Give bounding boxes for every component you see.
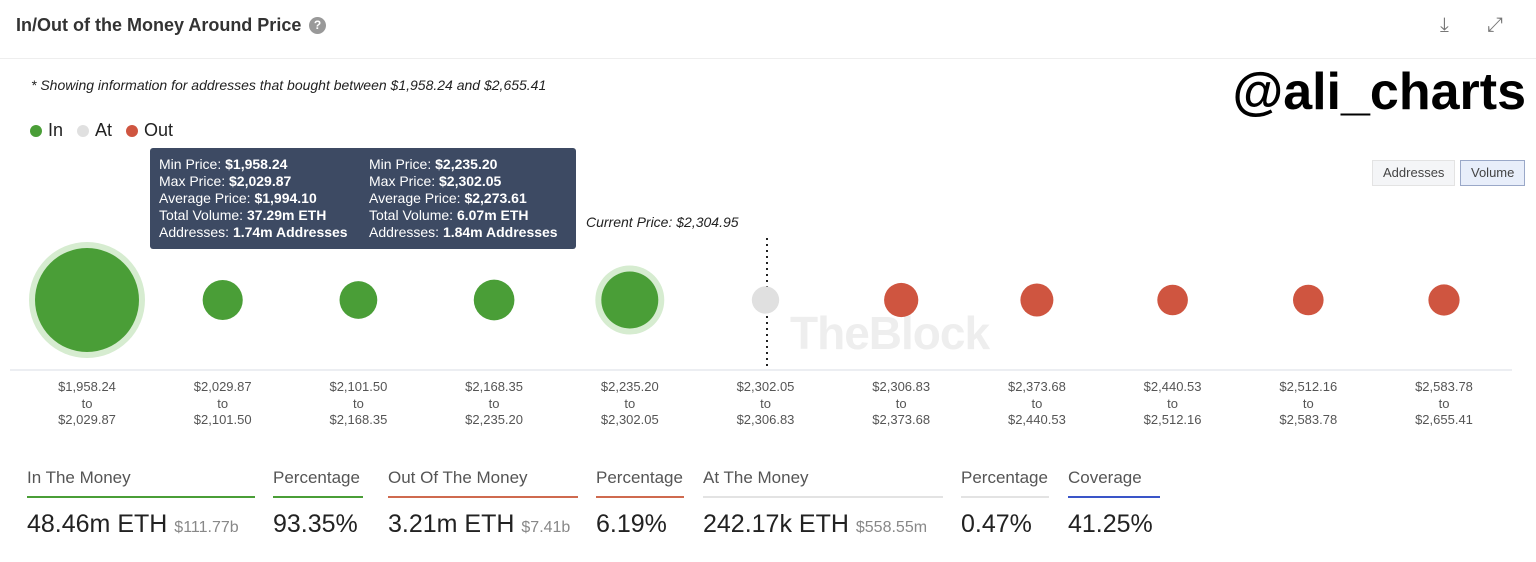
stat-0: In The Money 48.46m ETH $111.77b <box>27 468 255 539</box>
x-tick-label: $2,306.83 to $2,373.68 <box>872 379 931 427</box>
x-tick-label: $2,029.87 to $2,101.50 <box>193 379 252 427</box>
bubble-in[interactable] <box>473 279 515 321</box>
volume-toggle[interactable]: Volume <box>1460 160 1526 186</box>
bubble-out[interactable] <box>1428 284 1460 316</box>
stat-value: 0.47% <box>961 510 1032 538</box>
stat-2: Out Of The Money 3.21m ETH $7.41b <box>388 468 578 539</box>
stat-value: 242.17k ETH $558.55m <box>703 510 928 538</box>
stat-3: Percentage 6.19% <box>596 468 684 539</box>
addresses-toggle[interactable]: Addresses <box>1372 160 1456 186</box>
x-tick-label: $2,583.78 to $2,655.41 <box>1415 379 1473 427</box>
question-circle-icon[interactable]: ? <box>309 17 326 34</box>
stat-1: Percentage 93.35% <box>273 468 363 539</box>
expand-icon[interactable]: ⤢ <box>1487 14 1503 36</box>
stat-value: 6.19% <box>596 510 667 538</box>
x-tick-label: $2,512.16 to $2,583.78 <box>1279 379 1338 427</box>
stat-label: Out Of The Money <box>388 468 578 498</box>
x-tick-label: $2,373.68 to $2,440.53 <box>1007 379 1066 427</box>
x-tick-label: $2,440.53 to $2,512.16 <box>1143 379 1202 427</box>
in-dot-icon <box>30 124 42 137</box>
brand-watermark: @ali_charts <box>1232 63 1526 121</box>
stat-label: In The Money <box>27 468 255 498</box>
stat-label: At The Money <box>703 468 943 498</box>
stat-4: At The Money 242.17k ETH $558.55m <box>703 468 943 539</box>
x-tick-label: $2,302.05 to $2,306.83 <box>736 379 795 427</box>
current-price-label: Current Price: $2,304.95 <box>586 214 739 230</box>
legend-in[interactable]: In <box>30 120 63 141</box>
bubble-in[interactable] <box>601 271 659 329</box>
bubble-chart <box>10 238 1512 371</box>
range-note: * Showing information for addresses that… <box>31 77 547 93</box>
stat-label: Percentage <box>273 468 363 498</box>
x-tick-label: $1,958.24 to $2,029.87 <box>58 379 116 427</box>
bubble-in[interactable] <box>339 281 378 319</box>
bubble-out[interactable] <box>1157 284 1188 316</box>
legend-label: In <box>48 120 64 140</box>
bubble-out[interactable] <box>884 282 919 318</box>
bubble-in[interactable] <box>35 248 139 352</box>
tooltip-cluster-5: Min Price: $2,235.20 Max Price: $2,302.0… <box>360 148 576 249</box>
page-title: In/Out of the Money Around Price <box>16 15 302 35</box>
download-icon[interactable]: ⤓ <box>1440 14 1449 36</box>
stat-6: Coverage 41.25% <box>1068 468 1160 539</box>
stat-value: 3.21m ETH $7.41b <box>388 510 571 538</box>
legend: In At Out <box>30 120 173 141</box>
x-tick-label: $2,235.20 to $2,302.05 <box>600 379 659 427</box>
legend-at[interactable]: At <box>77 120 112 141</box>
stat-label: Coverage <box>1068 468 1160 498</box>
tooltip-cluster-1: Min Price: $1,958.24 Max Price: $2,029.8… <box>150 148 366 249</box>
bubble-out[interactable] <box>1292 284 1324 316</box>
bubble-in[interactable] <box>202 279 243 321</box>
out-dot-icon <box>126 124 139 137</box>
x-tick-label: $2,168.35 to $2,235.20 <box>465 379 524 427</box>
stat-value: 41.25% <box>1068 510 1153 538</box>
at-dot-icon <box>77 124 90 137</box>
stat-value: 93.35% <box>273 510 358 538</box>
theblock-watermark: TheBlock <box>790 307 990 359</box>
legend-out[interactable]: Out <box>126 120 173 141</box>
stat-label: Percentage <box>961 468 1049 498</box>
bubble-at[interactable] <box>751 286 780 314</box>
stat-5: Percentage 0.47% <box>961 468 1049 539</box>
bubble-out[interactable] <box>1020 283 1054 317</box>
stat-value: 48.46m ETH $111.77b <box>27 510 239 538</box>
x-tick-label: $2,101.50 to $2,168.35 <box>329 379 388 427</box>
stat-label: Percentage <box>596 468 684 498</box>
legend-label: At <box>95 120 113 140</box>
divider <box>0 58 1536 59</box>
legend-label: Out <box>144 120 174 140</box>
